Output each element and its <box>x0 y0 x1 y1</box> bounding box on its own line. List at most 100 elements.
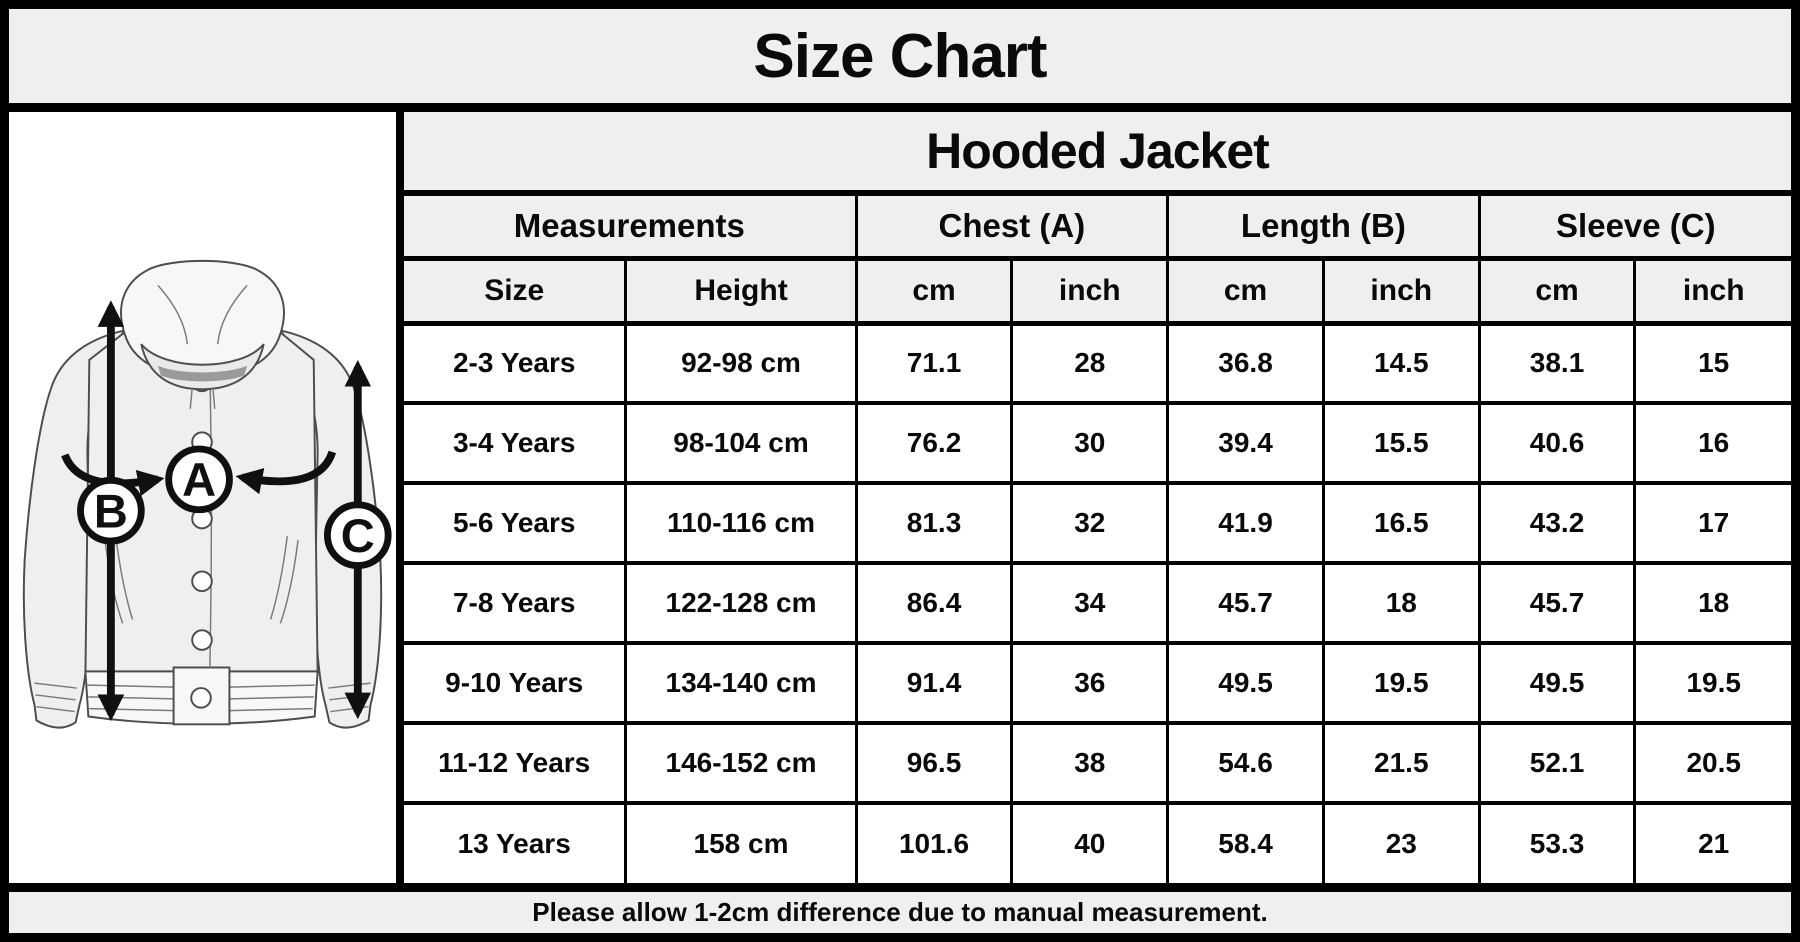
table-cell: 134-140 cm <box>624 641 858 725</box>
hooded-jacket-illustration: A B C <box>22 259 392 729</box>
table-cell: 49.5 <box>1477 641 1637 725</box>
table-cell: 17 <box>1633 481 1791 565</box>
table-cell: 23 <box>1321 801 1481 883</box>
col-header-height: Height <box>624 256 858 326</box>
table-row: 2-3 Years 92-98 cm 71.1 28 36.8 14.5 38.… <box>404 321 1791 405</box>
measurement-disclaimer: Please allow 1-2cm difference due to man… <box>532 897 1268 927</box>
table-cell: 92-98 cm <box>624 321 858 405</box>
jacket-measurement-diagram: A B C <box>9 112 404 883</box>
table-cell: 110-116 cm <box>624 481 858 565</box>
table-row: 3-4 Years 98-104 cm 76.2 30 39.4 15.5 40… <box>404 401 1791 485</box>
table-cell: 16.5 <box>1321 481 1481 565</box>
col-header-sleeve-inch: inch <box>1633 256 1791 326</box>
footer-band: Please allow 1-2cm difference due to man… <box>9 883 1791 933</box>
table-cell: 40.6 <box>1477 401 1637 485</box>
table-cell: 52.1 <box>1477 721 1637 805</box>
table-cell: 30 <box>1010 401 1170 485</box>
table-cell: 41.9 <box>1166 481 1325 565</box>
table-row: 11-12 Years 146-152 cm 96.5 38 54.6 21.5… <box>404 721 1791 805</box>
table-cell: 58.4 <box>1166 801 1325 883</box>
measurement-annotations: A B C <box>61 300 392 722</box>
table-cell: 36.8 <box>1166 321 1325 405</box>
table-cell: 40 <box>1010 801 1170 883</box>
marker-circle-c <box>323 501 392 570</box>
table-row: 7-8 Years 122-128 cm 86.4 34 45.7 18 45.… <box>404 561 1791 645</box>
collar-tag <box>157 365 248 382</box>
marker-letter-a: A <box>182 453 216 506</box>
table-cell: 81.3 <box>854 481 1014 565</box>
table-cell: 18 <box>1321 561 1481 645</box>
marker-letter-c: C <box>341 509 375 562</box>
sub-header-row: Size Height cm inch cm inch cm inch <box>404 256 1791 326</box>
table-cell: 18 <box>1633 561 1791 645</box>
table-cell: 13 Years <box>404 801 628 883</box>
table-cell: 38 <box>1010 721 1170 805</box>
jacket-hood <box>120 259 285 409</box>
table-cell: 11-12 Years <box>404 721 628 805</box>
table-row: 13 Years 158 cm 101.6 40 58.4 23 53.3 21 <box>404 801 1791 883</box>
col-header-sleeve-cm: cm <box>1477 256 1637 326</box>
table-cell: 19.5 <box>1633 641 1791 725</box>
col-header-chest-inch: inch <box>1010 256 1170 326</box>
marker-letter-b: B <box>94 484 128 537</box>
col-header-length-inch: inch <box>1321 256 1481 326</box>
table-cell: 21 <box>1633 801 1791 883</box>
table-cell: 76.2 <box>854 401 1014 485</box>
table-cell: 91.4 <box>854 641 1014 725</box>
table-cell: 101.6 <box>854 801 1014 883</box>
table-cell: 15.5 <box>1321 401 1481 485</box>
col-header-length-cm: cm <box>1166 256 1325 326</box>
group-header-length: Length (B) <box>1166 191 1481 261</box>
table-cell: 5-6 Years <box>404 481 628 565</box>
table-cell: 53.3 <box>1477 801 1637 883</box>
table-cell: 96.5 <box>854 721 1014 805</box>
group-header-measurements: Measurements <box>404 191 858 261</box>
col-header-chest-cm: cm <box>854 256 1014 326</box>
table-cell: 39.4 <box>1166 401 1325 485</box>
table-cell: 28 <box>1010 321 1170 405</box>
table-cell: 2-3 Years <box>404 321 628 405</box>
size-table: Hooded Jacket Measurements Chest (A) Len… <box>404 112 1791 883</box>
chest-arrow-right <box>235 450 337 495</box>
group-header-chest: Chest (A) <box>854 191 1170 261</box>
size-table-wrap: Hooded Jacket Measurements Chest (A) Len… <box>404 112 1791 883</box>
table-row: 9-10 Years 134-140 cm 91.4 36 49.5 19.5 … <box>404 641 1791 725</box>
table-cell: 21.5 <box>1321 721 1481 805</box>
group-header-row: Measurements Chest (A) Length (B) Sleeve… <box>404 191 1791 261</box>
table-cell: 49.5 <box>1166 641 1325 725</box>
marker-circle-a <box>165 445 233 514</box>
table-cell: 54.6 <box>1166 721 1325 805</box>
product-header-row: Hooded Jacket <box>404 112 1791 196</box>
col-header-size: Size <box>404 256 628 326</box>
title-band: Size Chart <box>9 9 1791 112</box>
jacket-pocket-right <box>269 536 299 624</box>
table-cell: 15 <box>1633 321 1791 405</box>
table-cell: 3-4 Years <box>404 401 628 485</box>
table-cell: 98-104 cm <box>624 401 858 485</box>
table-cell: 32 <box>1010 481 1170 565</box>
table-cell: 71.1 <box>854 321 1014 405</box>
table-cell: 158 cm <box>624 801 858 883</box>
table-cell: 45.7 <box>1166 561 1325 645</box>
page-title: Size Chart <box>753 21 1047 91</box>
group-header-sleeve: Sleeve (C) <box>1477 191 1791 261</box>
product-title: Hooded Jacket <box>404 112 1791 196</box>
chest-arrow-left <box>61 453 165 497</box>
table-row: 5-6 Years 110-116 cm 81.3 32 41.9 16.5 4… <box>404 481 1791 565</box>
table-cell: 43.2 <box>1477 481 1637 565</box>
table-cell: 16 <box>1633 401 1791 485</box>
table-cell: 45.7 <box>1477 561 1637 645</box>
table-cell: 86.4 <box>854 561 1014 645</box>
table-cell: 146-152 cm <box>624 721 858 805</box>
table-cell: 34 <box>1010 561 1170 645</box>
content-area: A B C Hooded Jacket <box>9 112 1791 883</box>
table-cell: 36 <box>1010 641 1170 725</box>
marker-circle-b <box>77 476 145 545</box>
table-cell: 20.5 <box>1633 721 1791 805</box>
table-cell: 19.5 <box>1321 641 1481 725</box>
table-cell: 9-10 Years <box>404 641 628 725</box>
table-cell: 14.5 <box>1321 321 1481 405</box>
table-cell: 122-128 cm <box>624 561 858 645</box>
table-cell: 7-8 Years <box>404 561 628 645</box>
